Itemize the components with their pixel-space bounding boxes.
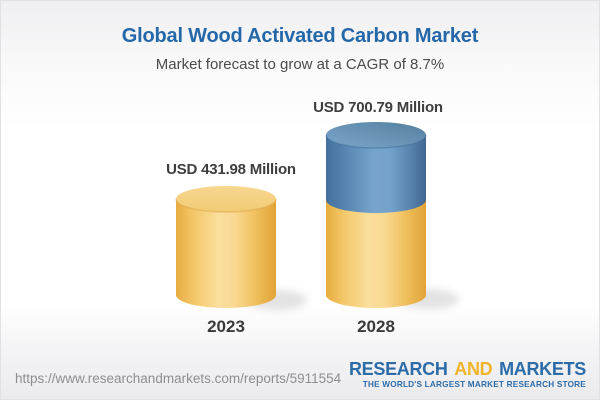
x-axis-label-2023: 2023 — [207, 317, 245, 336]
chart-subtitle: Market forecast to grow at a CAGR of 8.7… — [155, 56, 445, 73]
logo-wordmark: RESEARCH AND MARKETS — [349, 360, 586, 378]
bar-2028-growth-segment — [326, 135, 426, 213]
bar-2028-cylinder — [325, 122, 427, 308]
bar-2023-cylinder — [175, 186, 277, 308]
bar-2028-base-segment — [326, 200, 426, 308]
bar-2028-value-label: USD 700.79 Million — [313, 99, 443, 116]
logo-word-research: RESEARCH — [348, 359, 448, 379]
chart-title: Global Wood Activated Carbon Market — [121, 25, 479, 47]
logo-word-markets: MARKETS — [499, 359, 586, 379]
bar-2023-value-label: USD 431.98 Million — [166, 161, 296, 178]
research-and-markets-logo: RESEARCH AND MARKETS THE WORLD'S LARGEST… — [349, 360, 586, 389]
x-axis-label-2028: 2028 — [357, 317, 395, 336]
logo-tagline: THE WORLD'S LARGEST MARKET RESEARCH STOR… — [362, 380, 586, 389]
report-url: https://www.researchandmarkets.com/repor… — [15, 371, 342, 386]
logo-word-and: AND — [454, 359, 493, 379]
